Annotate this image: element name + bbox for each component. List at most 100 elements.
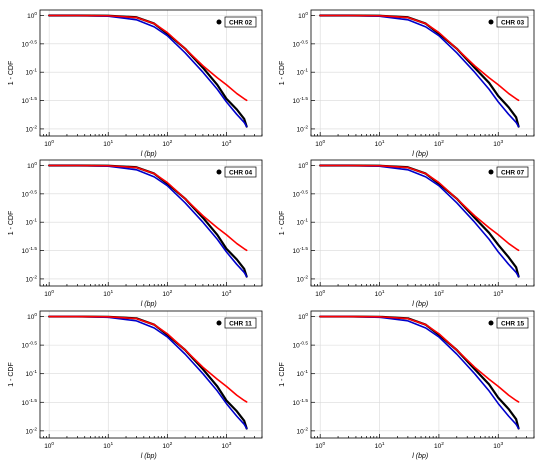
y-tick-label: 10-1	[26, 369, 38, 378]
y-tick-label: 10-1.5	[21, 96, 37, 105]
fit-series-line-red	[319, 315, 520, 403]
fit-series-line-red	[48, 14, 248, 102]
x-tick-label: 103	[221, 441, 231, 450]
plot-frame	[310, 159, 535, 287]
empirical-series-line	[48, 164, 248, 278]
fit-series-line-red	[48, 164, 248, 252]
x-tick-label: 103	[493, 289, 503, 298]
y-tick-label: 10-2	[26, 426, 38, 435]
x-tick-label: 103	[221, 289, 231, 298]
y-tick-label: 10-2	[26, 274, 38, 283]
x-tick-label: 101	[375, 441, 385, 450]
fit-series-line-red	[48, 315, 248, 403]
legend-box	[496, 166, 529, 178]
x-tick-label: 102	[162, 441, 172, 450]
fit-series-line-blue	[48, 14, 248, 128]
legend-marker	[488, 320, 494, 326]
y-tick-label: 10-0.5	[292, 341, 308, 350]
x-tick-label: 101	[103, 139, 113, 148]
y-tick-label: 10-2	[297, 274, 309, 283]
legend-label: CHR 11	[229, 321, 252, 328]
x-tick-label: 101	[103, 289, 113, 298]
y-tick-label: 10-0.5	[21, 189, 37, 198]
fit-series-line-blue	[319, 315, 520, 430]
legend-box	[224, 166, 257, 178]
x-tick-label: 101	[375, 139, 385, 148]
empirical-series-line	[319, 14, 520, 128]
empirical-series-line	[48, 315, 248, 430]
empirical-series-line	[319, 164, 520, 278]
y-tick-label: 10-2	[297, 426, 309, 435]
y-tick-label: 10-1	[26, 218, 38, 227]
x-tick-label: 102	[162, 289, 172, 298]
x-tick-label: 103	[493, 139, 503, 148]
legend-label: CHR 07	[501, 170, 525, 177]
legend-box	[496, 317, 529, 329]
y-axis-label: 1 - CDF	[8, 362, 15, 387]
y-tick-label: 100	[27, 11, 37, 20]
chart-panel: 100 101 102 103 100 10-0.5 10-1 10-1.5 10-2 l (bp…	[279, 159, 535, 308]
y-tick-label: 10-1	[297, 369, 309, 378]
plot-frame	[310, 9, 535, 137]
y-tick-label: 10-2	[297, 124, 309, 133]
y-tick-label: 100	[298, 11, 308, 20]
x-axis-label: l (bp)	[141, 453, 157, 460]
y-axis-label: 1 - CDF	[279, 61, 286, 86]
chart-panel: 100 101 102 103 100 10-0.5 10-1 10-1.5 10-2 l (bp…	[279, 310, 535, 460]
y-tick-label: 10-1.5	[21, 246, 37, 255]
x-tick-label: 102	[434, 139, 444, 148]
chart-panel: 100 101 102 103 100 10-0.5 10-1 10-1.5 10-2 l (bp…	[279, 9, 535, 158]
legend-label: CHR 15	[501, 321, 525, 328]
fit-series-line-blue	[48, 315, 248, 430]
legend-box	[224, 16, 257, 28]
x-axis-label: l (bp)	[412, 453, 428, 460]
y-tick-label: 10-0.5	[292, 39, 308, 48]
chart-panel: 100 101 102 103 100 10-0.5 10-1 10-1.5 10-2 l (bp…	[8, 9, 263, 158]
x-tick-label: 101	[375, 289, 385, 298]
y-tick-label: 10-1.5	[292, 96, 308, 105]
x-tick-label: 100	[44, 441, 54, 450]
x-tick-label: 103	[221, 139, 231, 148]
y-tick-label: 10-1	[297, 68, 309, 77]
chart-panel: 100 101 102 103 100 10-0.5 10-1 10-1.5 10-2 l (bp…	[8, 159, 263, 308]
legend-box	[224, 317, 257, 329]
plot-frame	[39, 310, 263, 439]
fit-series-line-blue	[319, 164, 520, 278]
y-tick-label: 10-0.5	[292, 189, 308, 198]
x-axis-label: l (bp)	[141, 151, 157, 158]
x-tick-label: 103	[493, 441, 503, 450]
x-tick-label: 100	[315, 289, 325, 298]
x-tick-label: 102	[434, 441, 444, 450]
legend-marker	[488, 169, 494, 175]
y-tick-label: 10-1.5	[292, 398, 308, 407]
y-axis-label: 1 - CDF	[279, 362, 286, 387]
plot-frame	[39, 9, 263, 137]
x-tick-label: 100	[44, 139, 54, 148]
x-axis-label: l (bp)	[412, 151, 428, 158]
x-tick-label: 102	[162, 139, 172, 148]
x-tick-label: 100	[315, 441, 325, 450]
fit-series-line-blue	[319, 14, 520, 128]
y-tick-label: 10-1	[26, 68, 38, 77]
legend-label: CHR 03	[501, 20, 525, 27]
y-tick-label: 10-2	[26, 124, 38, 133]
y-tick-label: 10-1.5	[292, 246, 308, 255]
y-tick-label: 100	[27, 161, 37, 170]
y-tick-label: 100	[298, 161, 308, 170]
legend-box	[496, 16, 529, 28]
y-tick-label: 100	[27, 312, 37, 321]
x-tick-label: 100	[44, 289, 54, 298]
legend-marker	[216, 320, 222, 326]
chart-panel: 100 101 102 103 100 10-0.5 10-1 10-1.5 10-2 l (bp…	[8, 310, 263, 460]
y-tick-label: 10-1.5	[21, 398, 37, 407]
x-tick-label: 101	[103, 441, 113, 450]
x-axis-label: l (bp)	[412, 301, 428, 308]
legend-label: CHR 02	[229, 20, 253, 27]
x-axis-label: l (bp)	[141, 301, 157, 308]
x-tick-label: 100	[315, 139, 325, 148]
y-axis-label: 1 - CDF	[279, 211, 286, 236]
x-tick-label: 102	[434, 289, 444, 298]
legend-marker	[488, 19, 494, 25]
plot-frame	[39, 159, 263, 287]
